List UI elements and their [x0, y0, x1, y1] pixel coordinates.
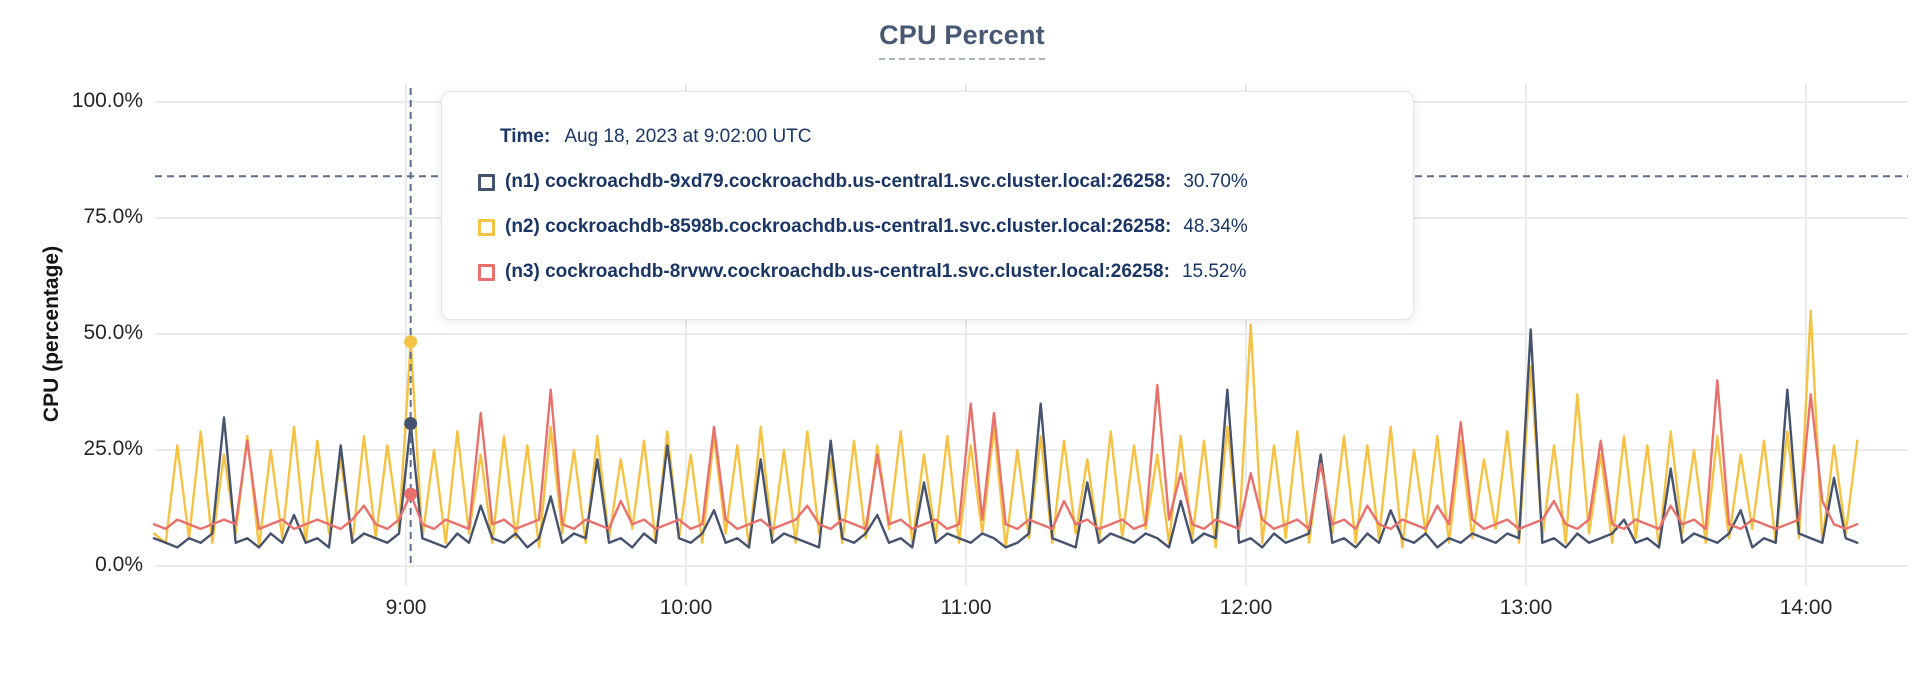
y-axis-tick-label: 25.0% [83, 437, 143, 460]
x-axis-tick-label: 13:00 [1499, 596, 1553, 619]
tooltip-time-value: Aug 18, 2023 at 9:02:00 UTC [564, 126, 812, 147]
cursor-point-dot-n2 [404, 335, 418, 349]
series-line-n3 [152, 379, 1859, 531]
x-axis-tick-label: 14:00 [1779, 596, 1833, 619]
tooltip-time-label: Time: [500, 126, 551, 147]
series-value-n1: 30.70% [1183, 171, 1248, 192]
series-name-n3: (n3) cockroachdb-8rvwv.cockroachdb.us-ce… [505, 261, 1170, 282]
tooltip-series-row-n3: (n3) cockroachdb-8rvwv.cockroachdb.us-ce… [478, 260, 1383, 284]
series-value-n2: 48.34% [1183, 216, 1248, 237]
series-value-n3: 15.52% [1181, 261, 1247, 282]
cursor-point-dot-n1 [404, 417, 418, 431]
tooltip-series-row-n1: (n1) cockroachdb-9xd79.cockroachdb.us-ce… [478, 170, 1383, 194]
tooltip-time-row: Time: Aug 18, 2023 at 9:02:00 UTC [500, 125, 1383, 149]
series-name-n1: (n1) cockroachdb-9xd79.cockroachdb.us-ce… [505, 171, 1172, 192]
x-axis-tick-label: 9:00 [385, 596, 427, 619]
series-swatch-icon-n2 [478, 218, 495, 236]
y-axis-tick-label: 0.0% [95, 553, 143, 576]
chart-title[interactable]: CPU Percent [879, 20, 1045, 60]
chart-title-wrap: CPU Percent [0, 20, 1924, 60]
series-swatch-icon-n1 [478, 173, 495, 191]
y-axis-tick-label: 50.0% [83, 321, 143, 344]
x-axis-tick-label: 12:00 [1219, 596, 1273, 619]
x-axis-tick-label: 10:00 [659, 596, 713, 619]
y-axis-tick-label: 100.0% [71, 89, 143, 112]
tooltip-series-row-n2: (n2) cockroachdb-8598b.cockroachdb.us-ce… [478, 215, 1383, 239]
chart-hover-tooltip: Time: Aug 18, 2023 at 9:02:00 UTC (n1) co… [441, 91, 1414, 320]
cursor-point-dot-n3 [404, 487, 418, 501]
series-name-n2: (n2) cockroachdb-8598b.cockroachdb.us-ce… [505, 216, 1172, 237]
y-axis-tick-label: 75.0% [83, 205, 143, 228]
series-swatch-icon-n3 [478, 263, 495, 281]
x-axis-tick-label: 11:00 [940, 596, 992, 619]
series-line-n1 [152, 328, 1859, 549]
